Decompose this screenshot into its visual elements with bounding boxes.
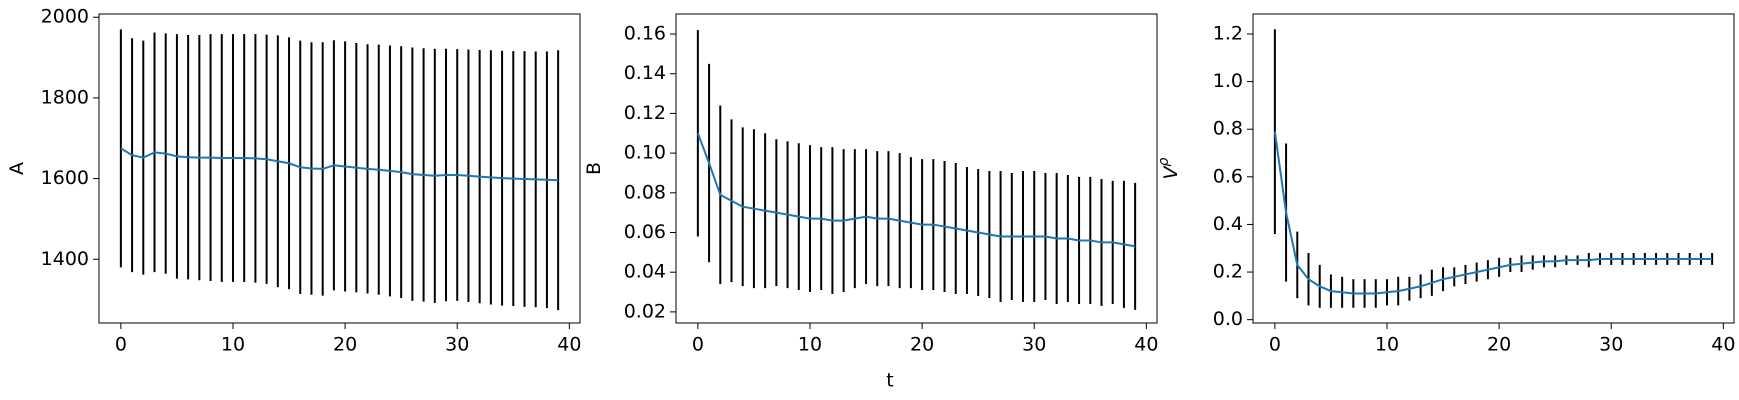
y-tick-label: 0.08 xyxy=(624,181,666,203)
y-tick-label: 1600 xyxy=(41,167,89,189)
x-tick-label: 40 xyxy=(557,334,581,356)
y-tick-label: 0.8 xyxy=(1213,118,1243,140)
y-tick-label: 0.10 xyxy=(624,142,666,164)
y-tick-label: 0.02 xyxy=(624,300,666,322)
y-tick-label: 0.0 xyxy=(1213,308,1243,330)
data-line xyxy=(1273,131,1713,295)
y-axis-label: B xyxy=(583,162,605,175)
x-tick-label: 0 xyxy=(1269,334,1281,356)
x-tick-label: 0 xyxy=(692,334,704,356)
y-axis-label-main: B xyxy=(583,162,605,175)
x-tick-label: 30 xyxy=(445,334,469,356)
x-tick-label: 40 xyxy=(1134,334,1158,356)
y-tick-label: 0.16 xyxy=(624,23,666,45)
x-tick-label: 10 xyxy=(1375,334,1399,356)
y-tick-label: 0.14 xyxy=(624,62,666,84)
y-axis-label-main: V xyxy=(1160,164,1182,179)
y-tick-label: 2000 xyxy=(41,6,89,28)
y-tick-label: 0.6 xyxy=(1213,165,1243,187)
x-tick-label: 10 xyxy=(221,334,245,356)
x-tick-label: 30 xyxy=(1022,334,1046,356)
y-tick-label: 0.06 xyxy=(624,221,666,243)
data-line xyxy=(120,147,559,182)
x-axis-label: t xyxy=(886,370,893,392)
y-tick-label: 0.12 xyxy=(624,102,666,124)
plot-frame xyxy=(1252,13,1735,324)
y-axis-label: A xyxy=(6,162,28,175)
y-tick-label: 1.0 xyxy=(1213,70,1243,92)
x-tick-label: 20 xyxy=(910,334,934,356)
x-tick-label: 20 xyxy=(1487,334,1511,356)
y-axis-label-sup: ρ xyxy=(1156,157,1172,166)
y-tick-label: 0.4 xyxy=(1213,213,1243,235)
x-tick-label: 30 xyxy=(1599,334,1623,356)
y-tick-label: 0.2 xyxy=(1213,261,1243,283)
y-axis-label: Vρ xyxy=(1156,157,1182,179)
plot-frame xyxy=(675,13,1158,324)
y-tick-label: 0.04 xyxy=(624,261,666,283)
x-tick-label: 20 xyxy=(333,334,357,356)
y-tick-label: 1400 xyxy=(41,248,89,270)
y-tick-label: 1.2 xyxy=(1213,22,1243,44)
x-tick-label: 0 xyxy=(115,334,127,356)
y-tick-label: 1800 xyxy=(41,86,89,108)
x-tick-label: 40 xyxy=(1711,334,1735,356)
x-tick-label: 10 xyxy=(798,334,822,356)
y-axis-label-main: A xyxy=(6,162,28,175)
data-line xyxy=(696,132,1136,248)
plot-frame xyxy=(98,13,581,324)
